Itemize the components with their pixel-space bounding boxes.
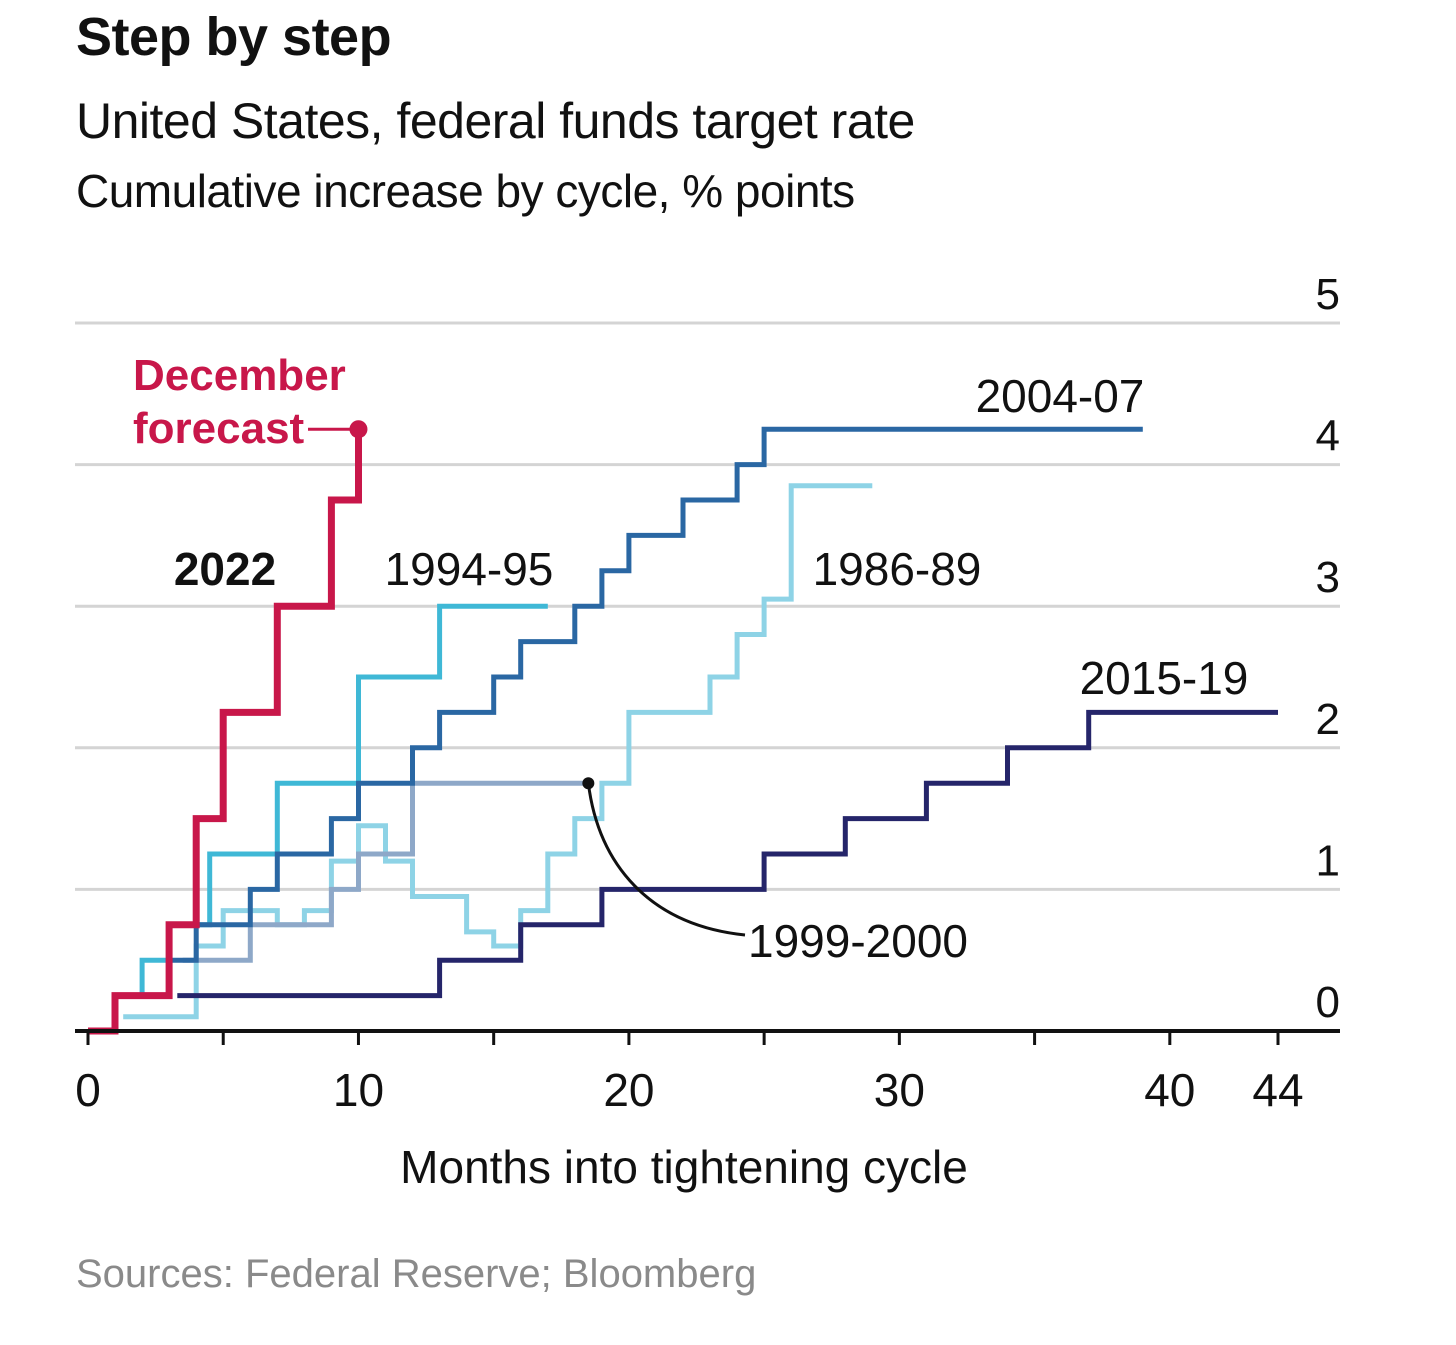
forecast-label-line1: December [133,351,346,400]
y-tick-label: 4 [1316,412,1340,461]
x-tick-label: 20 [603,1064,654,1116]
forecast-label-line2: forecast [133,404,305,453]
x-tick-label: 10 [333,1064,384,1116]
series-lines [88,426,1278,1035]
series-label-2022: 2022 [174,543,276,595]
y-tick-label: 0 [1316,978,1340,1027]
series-labels: 2022 1994-95 1986-89 2004-07 2015-19 1999-200… [133,351,1248,967]
series-line-1994-95 [139,603,548,996]
series-label-1986-89: 1986-89 [813,543,982,595]
series-line-2015-19 [177,709,1278,999]
series-line-1999-2000 [182,780,589,963]
series-label-2015-19: 2015-19 [1080,652,1249,704]
x-tick-label: 0 [75,1064,101,1116]
y-tick-label: 5 [1316,270,1340,319]
series-line-2022 [88,429,362,1035]
series-label-1994-95: 1994-95 [385,543,554,595]
x-tick-label: 40 [1144,1064,1195,1116]
chart-title: Step by step [76,7,392,67]
y-tick-labels: 0 1 2 3 4 5 [1316,270,1340,1027]
series-label-2004-07: 2004-07 [976,370,1145,422]
callout-leader-1999-2000 [586,783,746,937]
y-tick-label: 3 [1316,553,1340,602]
series-label-1999-2000: 1999-2000 [748,915,968,967]
source-note: Sources: Federal Reserve; Bloomberg [76,1252,757,1296]
series-line-2004-07 [169,426,1143,963]
x-tick-label: 30 [874,1064,925,1116]
y-tick-label: 2 [1316,695,1340,744]
x-tick-label: 44 [1252,1064,1303,1116]
forecast-dot [349,420,368,439]
chart-subtitle: United States, federal funds target rate [76,93,915,149]
y-tick-label: 1 [1316,836,1340,885]
x-axis-label: Months into tightening cycle [400,1141,968,1193]
chart-unit-label: Cumulative increase by cycle, % points [76,165,855,217]
x-axis: 0 10 20 30 40 44 [75,1029,1340,1116]
